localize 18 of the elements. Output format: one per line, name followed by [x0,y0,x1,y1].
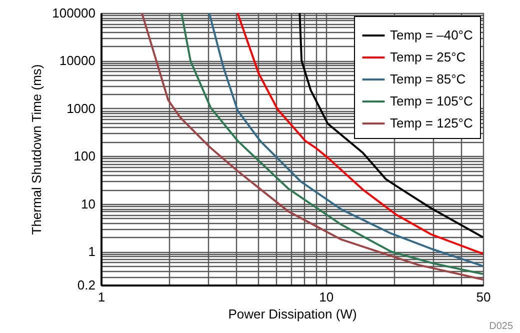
legend-label: Temp = 105°C [390,94,473,108]
y-tick-label: 100000 [52,6,96,20]
legend-label: Temp = 25°C [390,50,466,64]
legend-label: Temp = –40°C [390,28,473,42]
y-tick-label: 0.2 [77,278,96,292]
y-axis-title: Thermal Shutdown Time (ms) [29,64,44,235]
y-tick-label: 10000 [59,53,96,68]
y-tick-label: 1000 [66,100,96,116]
legend-label: Temp = 85°C [390,72,466,86]
x-tick-label: 1 [98,290,106,304]
y-tick-label: 1 [88,244,96,260]
y-tick-label: 10 [81,196,96,212]
legend-label: Temp = 125°C [390,116,473,130]
x-tick-label: 50 [476,290,491,304]
text: D025 [489,321,514,332]
x-axis-title: Power Dissipation (W) [228,306,357,322]
x-tick-label: 10 [319,290,334,304]
y-tick-label: 100 [74,148,96,164]
